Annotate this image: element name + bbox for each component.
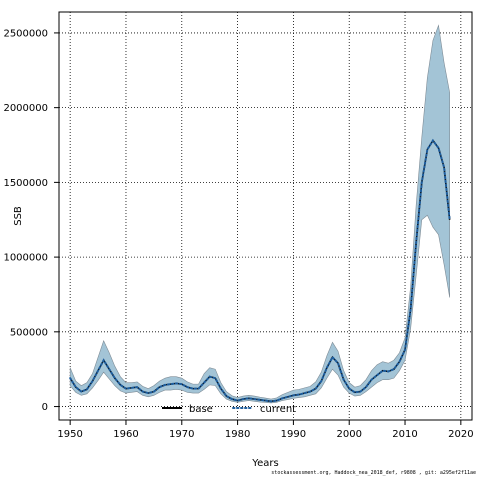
x-tick-label: 1970 (169, 429, 194, 440)
grid-lines (59, 12, 472, 420)
y-tick-label: 1000000 (3, 253, 48, 264)
y-tick-label: 0 (42, 402, 48, 413)
x-tick-label: 2010 (392, 429, 417, 440)
y-tick-label: 500000 (10, 327, 48, 338)
y-axis: 0 500000 1000000 1500000 2000000 2500000 (3, 28, 59, 413)
x-axis: 1950 1960 1970 1980 1990 2000 2010 2020 (57, 420, 474, 440)
y-tick-label: 2000000 (3, 103, 48, 114)
x-tick-label: 1980 (225, 429, 250, 440)
footer-caption: stockassessment.org, Haddock_nea_2018_de… (271, 470, 476, 476)
y-tick-label: 2500000 (3, 28, 48, 39)
confidence-band (69, 24, 450, 404)
x-tick-label: 2020 (448, 429, 473, 440)
x-tick-label: 1950 (57, 429, 82, 440)
y-axis-title: SSB (13, 206, 24, 226)
series-line-current (69, 138, 451, 403)
x-axis-title: Years (251, 458, 278, 469)
x-tick-label: 1990 (281, 429, 306, 440)
legend: base current (162, 404, 296, 415)
plot-frame (58, 11, 473, 421)
x-tick-label: 2000 (336, 429, 361, 440)
x-tick-label: 1960 (113, 429, 138, 440)
legend-label-base: base (189, 404, 213, 415)
series-lines (69, 138, 451, 403)
legend-label-current: current (260, 404, 296, 415)
y-tick-label: 1500000 (3, 178, 48, 189)
